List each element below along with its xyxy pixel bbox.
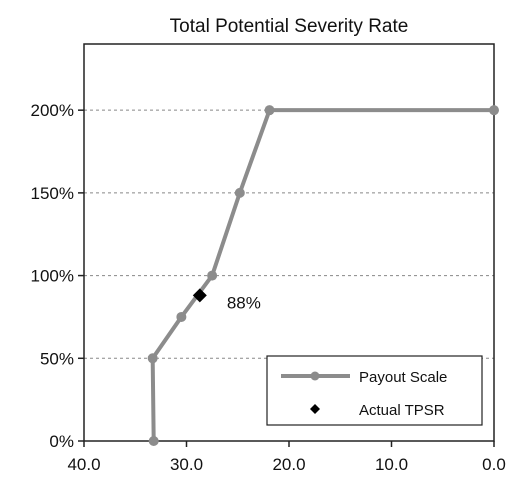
y-tick-label: 50% bbox=[40, 349, 74, 368]
x-tick-label: 10.0 bbox=[375, 455, 408, 474]
legend: Payout Scale Actual TPSR bbox=[266, 355, 483, 426]
x-axis: 40.0 30.0 20.0 10.0 0.0 bbox=[67, 441, 506, 474]
data-label-actual-tpsr: 88% bbox=[227, 293, 261, 312]
data-point-payout-scale-4 bbox=[234, 187, 245, 198]
y-tick-label: 0% bbox=[49, 432, 74, 451]
x-tick-label: 40.0 bbox=[67, 455, 100, 474]
legend-marker-payout-scale bbox=[310, 371, 320, 381]
legend-label-actual-tpsr: Actual TPSR bbox=[359, 402, 445, 419]
data-point-payout-scale-2 bbox=[176, 311, 187, 322]
gridlines bbox=[84, 109, 494, 359]
y-tick-label: 200% bbox=[31, 101, 74, 120]
legend-marker-actual-tpsr bbox=[310, 404, 320, 414]
y-tick-label: 150% bbox=[31, 184, 74, 203]
data-point-actual-tpsr-0 bbox=[192, 288, 207, 303]
legend-box bbox=[266, 355, 483, 426]
legend-label-payout-scale: Payout Scale bbox=[359, 369, 447, 386]
x-tick-label: 20.0 bbox=[272, 455, 305, 474]
y-axis: 0% 50% 100% 150% 200% bbox=[31, 101, 84, 451]
y-tick-label: 100% bbox=[31, 267, 74, 286]
x-tick-label: 30.0 bbox=[170, 455, 203, 474]
data-point-payout-scale-3 bbox=[207, 270, 218, 281]
data-point-payout-scale-5 bbox=[264, 105, 275, 116]
data-point-payout-scale-1 bbox=[147, 353, 158, 364]
x-tick-label: 0.0 bbox=[482, 455, 506, 474]
data-point-payout-scale-0 bbox=[148, 436, 159, 446]
chart-title: Total Potential Severity Rate bbox=[170, 16, 409, 37]
series-layer: 88% bbox=[147, 105, 499, 446]
data-point-payout-scale-6 bbox=[489, 105, 499, 116]
